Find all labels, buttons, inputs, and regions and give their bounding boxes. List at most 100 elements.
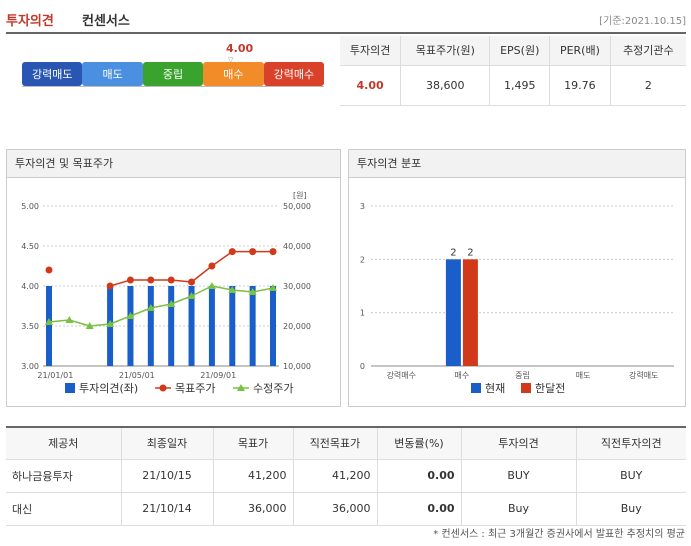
legend-swatch-month-ago [521, 383, 531, 393]
current-marker-icon: ▽ [228, 56, 234, 64]
opinion-scale: 강력매도 매도 중립 매수 강력매수 [22, 62, 325, 86]
y-left-tick-label: 5.00 [21, 202, 39, 211]
distribution-bar [445, 259, 461, 366]
y-left-tick-label: 3.50 [21, 322, 39, 331]
price-point [85, 322, 94, 329]
y-right-tick-label: 40,000 [283, 242, 311, 251]
price-line [109, 315, 131, 325]
price-point [106, 320, 115, 327]
broker-name: 대신 [6, 492, 121, 526]
summary-table: 투자의견 목표주가(원) EPS(원) PER(배) 추정기관수 4.00 38… [340, 36, 686, 106]
y-right-unit-label: [원] [293, 191, 307, 200]
broker-name: 하나금융투자 [6, 459, 121, 493]
legend-swatch-current [471, 383, 481, 393]
target-price-point [228, 248, 236, 256]
opinion-target-panel: 투자의견 및 목표주가 5.00 50,000 4.50 40,000 4.00 30,0… [6, 149, 341, 407]
distribution-bar [462, 259, 478, 366]
broker-header: 최종일자 [120, 427, 213, 460]
summary-header: 추정기관수 [609, 36, 686, 66]
x-tick-label: 매도 [576, 371, 591, 380]
scale-sell: 매도 [82, 62, 143, 86]
page-subtitle: 컨센서스 [82, 14, 130, 29]
summary-opinion: 4.00 [340, 65, 401, 106]
price-point [45, 318, 53, 325]
broker-header: 변동률(%) [376, 427, 461, 460]
page-title: 투자의견 [6, 14, 54, 29]
broker-header: 직전투자의견 [575, 427, 686, 460]
y-left-tick-label: 4.00 [21, 282, 39, 291]
legend-swatch-target-dot [159, 384, 167, 392]
price-line [232, 289, 253, 293]
opinion-bar [147, 286, 154, 366]
broker-change: 0.00 [376, 492, 461, 526]
broker-opinion: Buy [460, 492, 576, 526]
panel-title: 투자의견 분포 [349, 150, 685, 178]
table-row: 대신 21/10/14 36,000 36,000 0.00 Buy Buy [6, 492, 686, 526]
price-line [130, 307, 152, 317]
summary-eps: 1,495 [489, 65, 550, 106]
price-line [48, 319, 70, 323]
panel-title: 투자의견 및 목표주가 [7, 150, 340, 178]
price-point [207, 282, 216, 289]
current-opinion-value: 4.00 [226, 42, 254, 55]
y-right-tick-label: 20,000 [283, 322, 311, 331]
x-tick-label: 강력매수 [387, 370, 416, 380]
price-line [89, 323, 111, 327]
legend-label: 한달전 [535, 382, 565, 395]
target-price-line [109, 279, 131, 287]
legend-swatch-price-mark [237, 384, 245, 391]
scale-divider [22, 86, 324, 87]
target-price-point [106, 282, 114, 290]
x-tick-label: 21/05/01 [119, 371, 155, 380]
summary-per: 19.76 [549, 65, 611, 106]
x-tick-label: 강력매도 [629, 370, 658, 380]
broker-prev-opinion: BUY [575, 459, 686, 493]
price-line [191, 285, 213, 297]
price-point [187, 292, 196, 299]
y-tick-label: 2 [360, 255, 365, 264]
bar-data-label: 2 [450, 247, 456, 258]
summary-header: 투자의견 [340, 36, 401, 66]
broker-header: 직전목표가 [292, 427, 377, 460]
legend-label: 현재 [485, 382, 505, 395]
target-price-point [269, 248, 277, 256]
opinion-target-chart: 5.00 50,000 4.50 40,000 4.00 30,000 3.50 20,000… [21, 191, 311, 395]
target-price-point [45, 266, 53, 274]
y-left-tick-label: 3.00 [21, 362, 39, 371]
price-line [252, 287, 274, 293]
legend-label: 투자의견(좌) [79, 382, 138, 395]
y-tick-label: 3 [360, 202, 365, 211]
footnote: * 컨센서스 : 최근 3개월간 증권사에서 발표한 추정치의 평균 [433, 529, 685, 540]
price-point [248, 288, 257, 295]
opinion-bar [229, 286, 236, 366]
scale-strong-sell: 강력매도 [22, 62, 83, 86]
broker-header: 목표가 [212, 427, 293, 460]
broker-header: 제공처 [6, 427, 121, 460]
opinion-bar [168, 286, 175, 366]
opinion-bar [270, 286, 276, 366]
opinion-bar [208, 286, 215, 366]
price-line [211, 285, 233, 291]
broker-prev-target: 41,200 [292, 459, 377, 493]
scale-buy: 매수 [203, 62, 264, 86]
y-right-tick-label: 10,000 [283, 362, 311, 371]
bar-data-label: 2 [467, 247, 473, 258]
opinion-bar [188, 286, 195, 366]
price-point [228, 286, 237, 293]
summary-header: PER(배) [549, 36, 611, 66]
target-price-line [211, 250, 233, 267]
y-tick-label: 1 [360, 309, 365, 318]
price-line [170, 295, 192, 305]
price-point [65, 316, 74, 323]
broker-date: 21/10/15 [120, 459, 213, 493]
summary-count: 2 [609, 65, 686, 106]
summary-target: 38,600 [400, 65, 490, 106]
broker-opinion: BUY [460, 459, 576, 493]
opinion-bar [46, 286, 52, 366]
opinion-distribution-panel: 투자의견 분포 3 2 1 0 강력매수 매수 2 2 중립 매도 강력매도 현재 한달전 [348, 149, 686, 407]
target-price-line [191, 265, 213, 283]
legend-swatch-opinion [65, 383, 75, 393]
broker-table: 제공처 최종일자 목표가 직전목표가 변동률(%) 투자의견 직전투자의견 하나… [6, 426, 686, 526]
summary-header: 목표주가(원) [400, 36, 490, 66]
